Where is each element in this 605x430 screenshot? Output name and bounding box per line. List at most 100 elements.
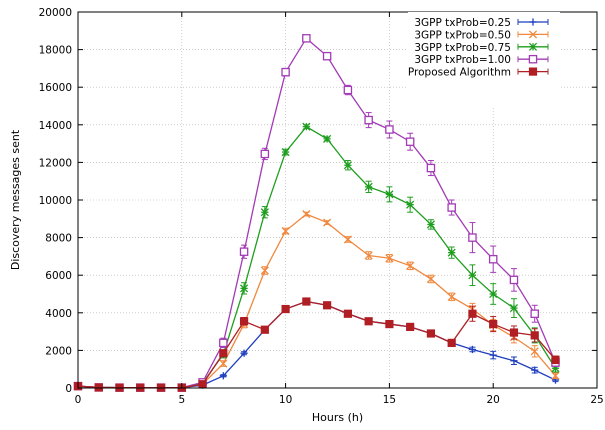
x-tick-label: 0 <box>75 394 82 406</box>
data-point <box>530 331 539 340</box>
data-point <box>405 137 415 146</box>
data-point <box>239 317 249 326</box>
y-tick-label: 16000 <box>39 82 72 94</box>
x-tick-label: 15 <box>383 394 396 406</box>
data-point <box>94 383 103 392</box>
data-point <box>260 149 270 159</box>
data-point <box>406 261 415 270</box>
data-point <box>530 347 539 356</box>
legend-item-3: 3GPP txProb=0.75 <box>414 42 549 54</box>
y-tick-label: 2000 <box>45 345 72 357</box>
legend-label: 3GPP txProb=0.50 <box>414 29 511 41</box>
data-point <box>198 380 207 389</box>
data-point <box>364 115 373 125</box>
legend-item-1: 3GPP txProb=0.25 <box>414 17 549 29</box>
data-point <box>219 359 228 368</box>
data-point <box>468 233 477 242</box>
data-point <box>281 67 290 77</box>
x-tick-label: 25 <box>590 394 603 406</box>
legend-label: 3GPP txProb=0.25 <box>414 17 511 29</box>
data-point <box>323 218 332 227</box>
data-point <box>281 304 290 314</box>
data-point <box>447 292 456 301</box>
legend-marker <box>528 67 538 76</box>
y-tick-label: 0 <box>65 383 72 395</box>
legend-label: Proposed Algorithm <box>408 67 511 79</box>
legend-label: 3GPP txProb=0.75 <box>414 42 511 54</box>
legend-marker <box>528 42 538 51</box>
data-point <box>323 134 332 143</box>
series-line <box>77 300 556 389</box>
data-point <box>489 289 498 299</box>
x-tick-label: 10 <box>279 394 292 406</box>
data-point <box>302 122 311 131</box>
data-point <box>302 210 311 219</box>
data-point <box>488 254 498 264</box>
data-point <box>219 338 228 348</box>
series-line <box>77 300 556 389</box>
y-tick-label: 10000 <box>39 195 72 207</box>
data-point <box>489 351 497 359</box>
data-point <box>240 349 248 357</box>
series-5 <box>73 297 560 392</box>
y-tick-label: 6000 <box>45 270 72 282</box>
data-point <box>260 208 269 217</box>
data-point <box>239 247 249 256</box>
data-point <box>447 203 456 212</box>
data-point <box>281 148 290 157</box>
data-point <box>406 200 415 209</box>
legend-item-4: 3GPP txProb=1.00 <box>414 54 549 66</box>
y-tick-label: 14000 <box>39 120 72 132</box>
data-point <box>509 328 519 337</box>
data-point <box>219 372 227 380</box>
data-point <box>468 345 477 354</box>
data-point <box>281 226 290 236</box>
x-tick-label: 20 <box>487 394 500 406</box>
y-tick-label: 4000 <box>45 308 72 320</box>
y-tick-label: 8000 <box>45 233 72 245</box>
data-point <box>426 329 436 338</box>
data-point <box>468 271 477 280</box>
data-point <box>531 366 539 374</box>
data-point <box>323 301 332 310</box>
data-point <box>343 235 352 244</box>
series-3 <box>73 122 560 392</box>
data-point <box>385 125 394 134</box>
data-point <box>302 34 311 43</box>
legend-marker <box>529 18 537 26</box>
legend-label: 3GPP txProb=1.00 <box>414 54 511 66</box>
legend-marker <box>528 54 538 64</box>
data-point <box>260 266 269 275</box>
data-point <box>364 251 373 260</box>
data-point <box>219 349 228 358</box>
data-point <box>364 317 373 326</box>
data-point <box>509 304 519 313</box>
data-point <box>530 309 539 318</box>
legend-marker <box>528 30 538 39</box>
data-point <box>489 319 498 329</box>
data-point <box>385 254 394 263</box>
data-point <box>426 163 436 173</box>
x-axis-title: Hours (h) <box>312 411 363 424</box>
data-point <box>468 309 477 318</box>
data-point <box>260 325 269 334</box>
data-point <box>322 51 332 61</box>
y-axis-title: Discovery messages sent <box>9 129 22 270</box>
data-point <box>551 355 560 364</box>
data-point <box>385 319 394 329</box>
axis-ticks: 0 2000 4000 6000 8000 10000 12000 14000 16000 180… <box>39 7 604 406</box>
series-line <box>77 125 557 389</box>
data-point <box>426 274 435 284</box>
data-point <box>385 190 394 199</box>
legend-item-2: 3GPP txProb=0.50 <box>414 29 549 41</box>
x-tick-label: 5 <box>178 394 185 406</box>
y-tick-label: 12000 <box>39 157 72 169</box>
data-point <box>302 297 311 306</box>
data-point <box>343 85 353 95</box>
y-tick-label: 20000 <box>39 7 72 19</box>
data-point <box>447 248 456 257</box>
data-point <box>343 309 352 318</box>
data-point <box>343 161 352 170</box>
